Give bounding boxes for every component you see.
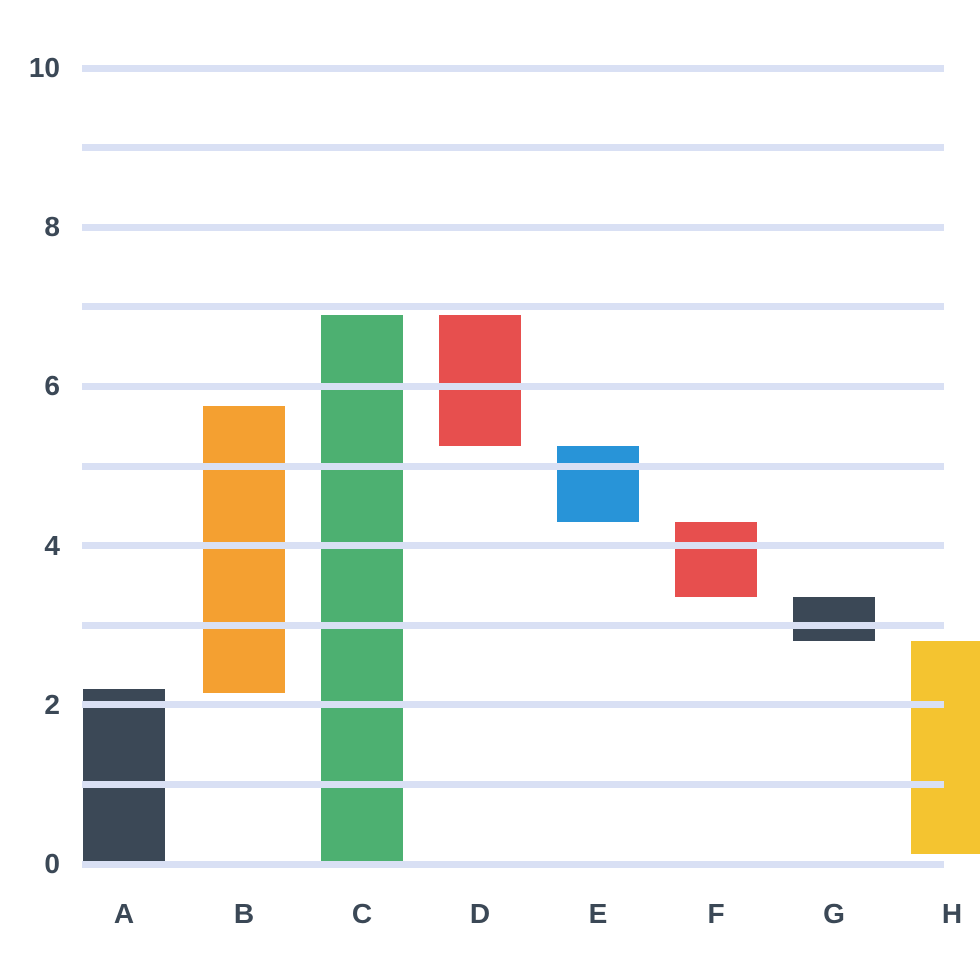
gridline <box>82 781 944 788</box>
gridline <box>82 622 944 629</box>
y-tick-label: 10 <box>0 52 60 84</box>
bar-d <box>439 315 521 446</box>
x-tick-label: E <box>589 898 608 930</box>
bar-b <box>203 406 285 693</box>
bar-h <box>911 641 980 854</box>
waterfall-chart: 0 2 4 6 8 10 A B C D E F G H <box>0 0 980 980</box>
y-tick-label: 6 <box>0 370 60 402</box>
bar-f <box>675 522 757 598</box>
gridline <box>82 542 944 549</box>
x-tick-label: G <box>823 898 845 930</box>
y-tick-label: 8 <box>0 211 60 243</box>
bar-g <box>793 597 875 641</box>
gridline <box>82 701 944 708</box>
x-tick-label: A <box>114 898 134 930</box>
gridline <box>82 144 944 151</box>
x-tick-label: D <box>470 898 490 930</box>
plot-area <box>82 68 944 864</box>
x-tick-label: B <box>234 898 254 930</box>
gridline <box>82 861 944 868</box>
y-tick-label: 2 <box>0 689 60 721</box>
bar-e <box>557 446 639 522</box>
gridline <box>82 303 944 310</box>
bar-a <box>83 689 165 864</box>
gridline <box>82 65 944 72</box>
gridline <box>82 383 944 390</box>
y-tick-label: 4 <box>0 530 60 562</box>
gridline <box>82 224 944 231</box>
x-tick-label: H <box>942 898 962 930</box>
gridline <box>82 463 944 470</box>
x-tick-label: C <box>352 898 372 930</box>
y-tick-label: 0 <box>0 848 60 880</box>
x-tick-label: F <box>707 898 724 930</box>
